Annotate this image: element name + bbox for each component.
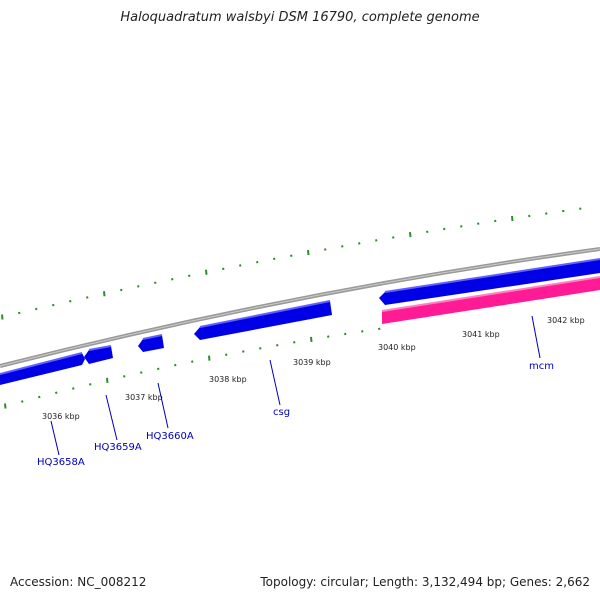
gene-highlight-mcm [381, 276, 600, 312]
gene-labels: HQ3658A HQ3659A HQ3660A csg mcm [37, 361, 554, 468]
gc-tick [259, 347, 262, 350]
gc-tick [511, 215, 514, 222]
gc-tick [528, 214, 531, 218]
gc-tick [290, 254, 293, 257]
gc-tick [378, 327, 381, 331]
gc-tick [188, 274, 191, 277]
gene-label-hq3660a[interactable]: HQ3660A [146, 431, 194, 442]
gc-tick [171, 277, 174, 281]
gc-tick [120, 288, 123, 292]
genome-summary: Topology: circular; Length: 3,132,494 bp… [260, 575, 590, 589]
gc-tick [174, 363, 177, 367]
gc-tick [341, 245, 344, 248]
kbp-label: 3042 kbp [547, 316, 585, 325]
gc-tick [358, 242, 361, 245]
kbp-label: 3041 kbp [462, 330, 500, 339]
gc-tick [4, 403, 7, 409]
gene-label-links [50, 315, 541, 456]
gc-tick [89, 383, 92, 386]
gene-feature-forward-long[interactable] [379, 259, 600, 305]
link-csg [269, 359, 281, 406]
kbp-label: 3040 kbp [378, 343, 416, 352]
gc-tick [137, 285, 140, 288]
gene-feature-csg[interactable] [194, 301, 332, 340]
gc-tick [225, 353, 228, 357]
gc-tick [38, 395, 41, 399]
kbp-label: 3039 kbp [293, 358, 331, 367]
gc-tick [375, 239, 378, 242]
gc-tick [106, 377, 109, 383]
gc-tick [55, 391, 58, 394]
gene-highlight [0, 258, 600, 375]
gene-label-csg[interactable]: csg [273, 407, 290, 418]
gc-tick [1, 314, 4, 320]
genome-backbone-highlight [0, 248, 600, 367]
gene-features [0, 258, 600, 385]
gene-label-hq3659a[interactable]: HQ3659A [94, 442, 142, 453]
gc-tick [35, 307, 38, 311]
gc-tick [361, 330, 364, 333]
gc-tick [18, 311, 21, 315]
gc-tick [242, 350, 245, 353]
gc-tick [154, 281, 157, 285]
gc-tick [344, 332, 347, 336]
gene-label-hq3658a[interactable]: HQ3658A [37, 457, 85, 468]
gc-tick [310, 336, 313, 343]
kbp-label: 3036 kbp [42, 412, 80, 421]
gc-tick [276, 344, 279, 347]
gc-tick [222, 267, 225, 271]
gene-feature-mcm[interactable] [382, 277, 600, 324]
link-hq3659a [105, 394, 118, 441]
gc-tick [205, 269, 208, 275]
gc-tick [293, 341, 296, 344]
gc-tick [327, 335, 330, 338]
link-mcm [531, 315, 541, 359]
gc-tick [191, 360, 194, 363]
gc-skew-track-outer [1, 207, 582, 320]
page-title: Haloquadratum walsbyi DSM 16790, complet… [120, 10, 480, 25]
gc-tick [460, 225, 463, 228]
gc-tick [392, 236, 395, 239]
gc-tick [494, 219, 497, 223]
gc-tick [52, 303, 55, 307]
link-hq3658a [50, 420, 60, 456]
gc-tick [426, 230, 429, 234]
gc-tick [545, 212, 548, 215]
gc-tick [324, 248, 327, 251]
kbp-label: 3038 kbp [209, 375, 247, 384]
gc-tick [256, 260, 259, 264]
kbp-label: 3037 kbp [125, 393, 163, 402]
gc-tick [443, 227, 446, 231]
gc-tick [140, 371, 143, 374]
gc-content-track-inner [4, 327, 381, 409]
gc-tick [86, 296, 89, 299]
gc-tick [69, 300, 72, 303]
gene-label-mcm[interactable]: mcm [529, 361, 554, 372]
gc-tick [409, 232, 412, 238]
gc-tick [103, 291, 106, 297]
gene-feature-hq3658a[interactable] [0, 353, 85, 385]
gc-tick [239, 264, 242, 267]
gc-tick [157, 367, 160, 371]
gc-tick [273, 257, 276, 261]
gc-tick [579, 207, 582, 210]
gc-tick [123, 375, 126, 378]
gc-tick [21, 400, 24, 403]
gc-tick [477, 222, 480, 225]
gc-tick [208, 355, 211, 361]
accession-info: Accession: NC_008212 [10, 575, 147, 589]
gc-tick [307, 249, 310, 256]
gc-tick [72, 387, 75, 390]
link-hq3660a [157, 382, 169, 429]
kbp-scale: 3036 kbp 3037 kbp 3038 kbp 3039 kbp 3040… [42, 316, 585, 421]
gc-tick [562, 209, 565, 213]
